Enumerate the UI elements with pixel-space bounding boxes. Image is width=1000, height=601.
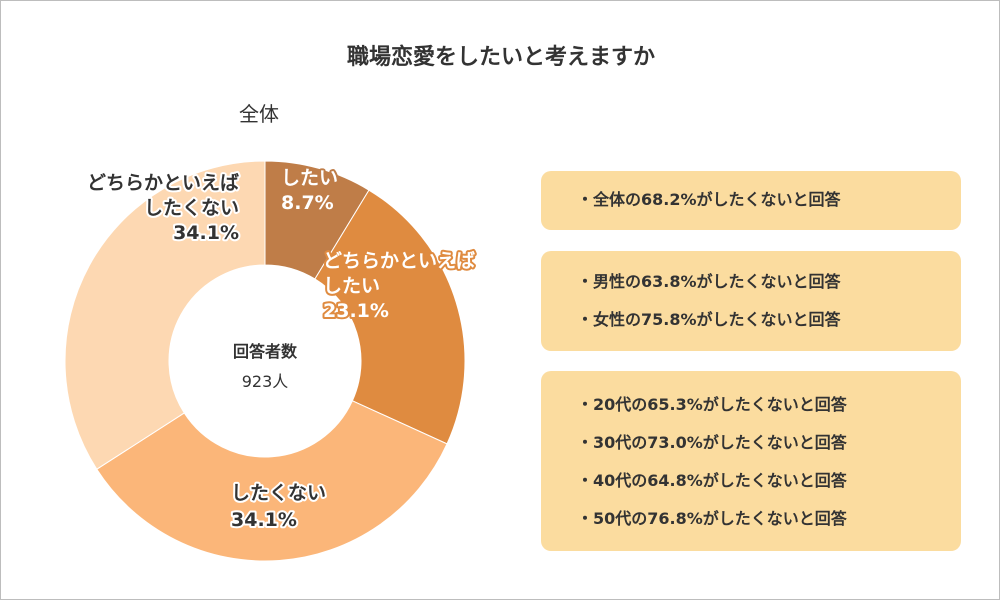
summary-box-gender: ・男性の63.8%がしたくないと回答 ・女性の75.8%がしたくないと回答: [541, 251, 961, 351]
donut-slice-3: [64, 160, 266, 470]
slice-value-dochira-shitakunai: 34.1%: [173, 222, 239, 244]
chart-title: 職場恋愛をしたいと考えますか: [346, 45, 655, 70]
summary-line: ・50代の76.8%がしたくないと回答: [577, 509, 847, 528]
slice-label-shitai: したい: [281, 167, 338, 189]
summary-line: ・男性の63.8%がしたくないと回答: [577, 272, 841, 291]
donut-slice-2: [96, 400, 448, 562]
summary-line: ・20代の65.3%がしたくないと回答: [577, 395, 847, 414]
slice-label-dochira-shitai-2: したい: [323, 275, 380, 297]
slice-label-shitakunai: したくない: [231, 482, 326, 504]
summary-box-age: ・20代の65.3%がしたくないと回答 ・30代の73.0%がしたくないと回答 …: [541, 371, 961, 551]
center-value: 923人: [242, 372, 289, 391]
chart-subtitle: 全体: [239, 102, 279, 126]
summary-line: ・全体の68.2%がしたくないと回答: [577, 190, 841, 209]
donut-slice-1: [314, 189, 466, 445]
slice-value-shitakunai: 34.1%: [231, 509, 297, 531]
summary-line: ・40代の64.8%がしたくないと回答: [577, 471, 847, 490]
slice-label-dochira-shitakunai-1: どちらかといえば: [87, 172, 239, 194]
slice-value-shitai: 8.7%: [281, 192, 334, 214]
summary-box-overall: ・全体の68.2%がしたくないと回答: [541, 171, 961, 230]
center-label: 回答者数: [233, 342, 298, 361]
summary-line: ・30代の73.0%がしたくないと回答: [577, 433, 847, 452]
slice-label-dochira-shitai-1: どちらかといえば: [323, 250, 475, 272]
donut-slices: [64, 160, 466, 562]
slice-value-dochira-shitai: 23.1%: [323, 300, 389, 322]
summary-line: ・女性の75.8%がしたくないと回答: [577, 310, 841, 329]
slice-label-dochira-shitakunai-2: したくない: [144, 197, 239, 219]
